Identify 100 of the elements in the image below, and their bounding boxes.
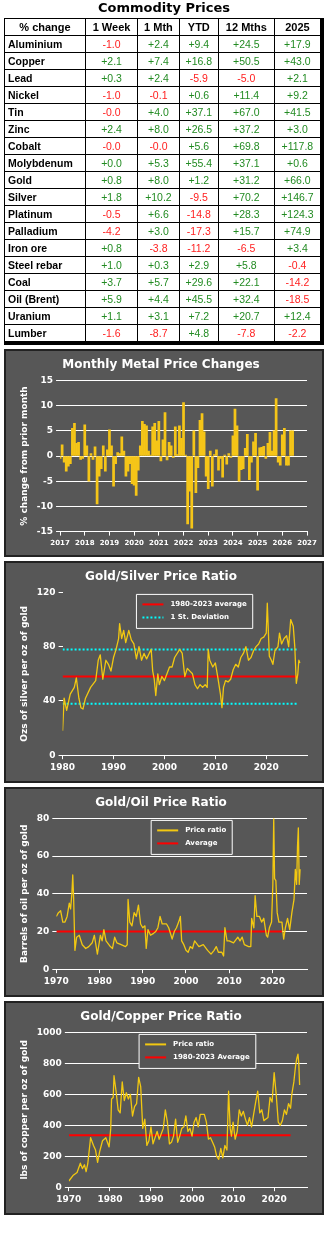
data-label: +8.0 <box>137 120 180 138</box>
y-tick-label: 20 <box>36 925 50 936</box>
data-label: -0.0 <box>85 137 138 155</box>
y-tick-label: 0 <box>43 963 50 974</box>
data-label: -0.4 <box>274 256 322 274</box>
y-tick-label: 0 <box>46 450 54 461</box>
x-tick-label: 2020 <box>261 1193 287 1204</box>
data-label: -0.0 <box>85 103 138 121</box>
x-tick-label: 1970 <box>43 975 69 986</box>
chart-title: Monthly Metal Price Changes <box>62 357 260 372</box>
data-label: +1.1 <box>85 307 138 325</box>
data-label: +16.8 <box>179 52 219 70</box>
y-tick-label: 1000 <box>36 1026 62 1037</box>
data-label: -14.8 <box>179 205 219 223</box>
y-tick-label: -10 <box>36 500 54 511</box>
data-label: -9.5 <box>179 188 219 206</box>
y-tick-label: 800 <box>43 1057 62 1068</box>
y-tick-label: Palladium <box>4 222 86 240</box>
data-label: +5.7 <box>137 273 180 291</box>
y-tick-label: 0 <box>55 1181 62 1192</box>
x-tick-label: 2010 <box>216 975 242 986</box>
data-label: +1.2 <box>179 171 219 189</box>
data-label: +37.2 <box>218 120 275 138</box>
data-label: -14.2 <box>274 273 322 291</box>
data-label: +5.3 <box>137 154 180 172</box>
data-label: +20.7 <box>218 307 275 325</box>
data-label: +37.1 <box>218 154 275 172</box>
data-label: +2.4 <box>85 120 138 138</box>
data-label: -5.0 <box>218 69 275 87</box>
bar <box>83 424 87 456</box>
y-tick-label: 10 <box>40 399 54 410</box>
data-label: +45.5 <box>179 290 219 308</box>
data-label: +69.8 <box>218 137 275 155</box>
bar <box>173 426 177 456</box>
data-label: +41.5 <box>274 103 322 121</box>
bar <box>120 436 124 456</box>
y-tick-label: 15 <box>40 374 54 385</box>
y-tick-label: Zinc <box>4 120 86 138</box>
bar <box>153 422 157 456</box>
data-label: +5.6 <box>179 137 219 155</box>
y-tick-label: 40 <box>43 695 56 706</box>
x-tick-label: YTD <box>179 18 219 36</box>
data-label: +0.6 <box>274 154 322 172</box>
data-label: +117.8 <box>274 137 322 155</box>
x-tick-label: 1 Mth <box>137 18 180 36</box>
data-label: +9.4 <box>179 35 219 53</box>
x-tick-label: 2000 <box>179 1193 205 1204</box>
data-label: +2.4 <box>137 35 180 53</box>
data-label: -1.6 <box>85 324 138 343</box>
data-label: +7.4 <box>137 52 180 70</box>
y-tick-label: Oil (Brent) <box>4 290 86 308</box>
y-tick-label: Cobalt <box>4 137 86 155</box>
data-label: +3.0 <box>274 120 322 138</box>
data-label: +12.4 <box>274 307 322 325</box>
data-label: -11.2 <box>179 239 219 257</box>
data-label: +3.0 <box>137 222 180 240</box>
data-label: +3.4 <box>274 239 322 257</box>
data-label: +74.9 <box>274 222 322 240</box>
y-tick-label: 400 <box>43 1119 62 1130</box>
y-axis-title: Ozs of silver per oz of gold <box>18 605 29 742</box>
data-label: +0.3 <box>137 256 180 274</box>
data-label: +146.7 <box>274 188 322 206</box>
data-label: +6.6 <box>137 205 180 223</box>
data-label: +4.0 <box>137 103 180 121</box>
data-label: +17.9 <box>274 35 322 53</box>
data-label: +3.7 <box>85 273 138 291</box>
data-label: -1.0 <box>85 86 138 104</box>
x-tick-label: 2010 <box>202 761 228 772</box>
data-label: +2.1 <box>85 52 138 70</box>
data-label: +4.8 <box>179 324 219 343</box>
data-label: +2.9 <box>179 256 219 274</box>
data-label: +0.8 <box>85 239 138 257</box>
chart-title: Gold/Oil Price Ratio <box>95 795 227 810</box>
data-label: +70.2 <box>218 188 275 206</box>
y-tick-label: Steel rebar <box>4 256 86 274</box>
y-tick-label: Coal <box>4 273 86 291</box>
y-tick-label: Copper <box>4 52 86 70</box>
data-label: -2.2 <box>274 324 322 343</box>
x-tick-label: 2020 <box>259 975 285 986</box>
data-label: -0.1 <box>137 86 180 104</box>
x-tick-label: 2010 <box>220 1193 246 1204</box>
y-tick-label: Lead <box>4 69 86 87</box>
x-tick-label: 1980 <box>87 975 113 986</box>
bar <box>134 456 138 496</box>
data-label: +37.1 <box>179 103 219 121</box>
x-tick-label: 1990 <box>100 761 127 772</box>
data-label: +1.8 <box>85 188 138 206</box>
y-axis-title: % change <box>4 18 86 36</box>
y-tick-label: -15 <box>36 525 54 536</box>
data-label: +67.0 <box>218 103 275 121</box>
y-tick-label: Platinum <box>4 205 86 223</box>
data-label: +22.1 <box>218 273 275 291</box>
y-tick-label: 200 <box>43 1150 62 1161</box>
x-tick-label: 2020 <box>253 761 279 772</box>
y-tick-label: Aluminium <box>4 35 86 53</box>
data-label: +66.0 <box>274 171 322 189</box>
data-label: +29.6 <box>179 273 219 291</box>
y-tick-label: 40 <box>36 888 50 899</box>
data-label: -4.2 <box>85 222 138 240</box>
data-label: +5.9 <box>85 290 138 308</box>
